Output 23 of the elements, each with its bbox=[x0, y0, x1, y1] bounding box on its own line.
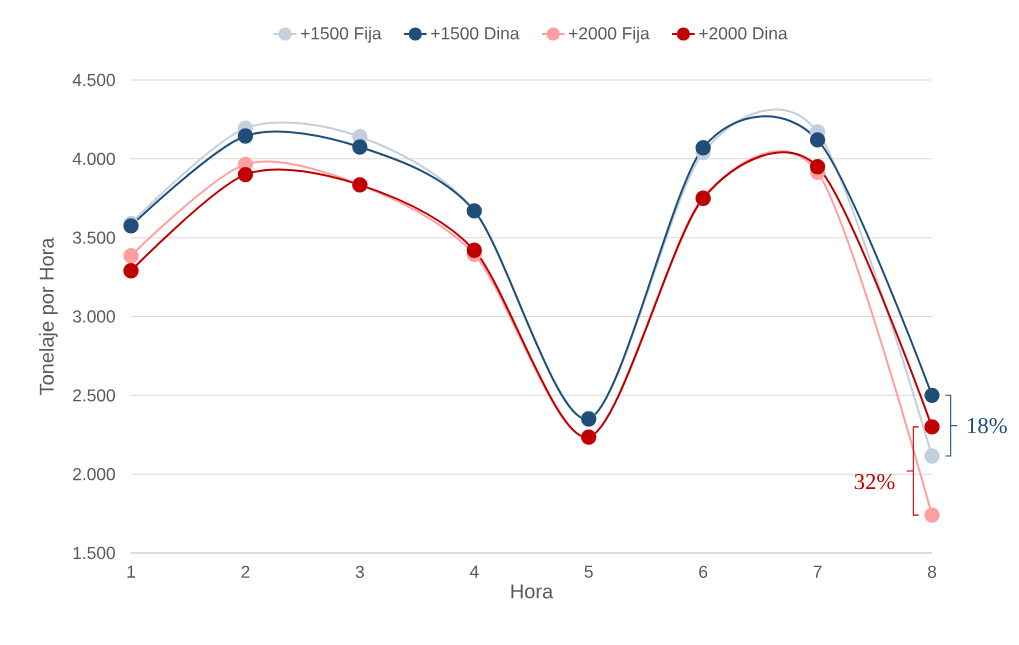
annotation: 32% bbox=[854, 473, 895, 490]
x-tick-label: 2 bbox=[241, 565, 250, 578]
text: 18% bbox=[968, 417, 1007, 434]
y-tick-label: 3.000 bbox=[72, 310, 115, 323]
y-tick-label: 4.000 bbox=[72, 152, 115, 165]
y-tick-label: 1.500 bbox=[73, 546, 115, 560]
x-axis-title: Hora bbox=[511, 584, 554, 599]
y-axis-title: Tonelaje por Hora bbox=[39, 237, 58, 395]
x-tick-label: 7 bbox=[813, 565, 822, 578]
y-tick-label: 2.500 bbox=[73, 389, 115, 402]
y-tick-label: 3.500 bbox=[72, 231, 115, 244]
x-tick-label: 4 bbox=[469, 565, 479, 578]
x-tick-label: 6 bbox=[699, 565, 708, 578]
legend-label: +1500 Dina bbox=[431, 26, 520, 40]
x-tick-label: 5 bbox=[584, 565, 593, 578]
y-tick-label: 2.000 bbox=[73, 468, 115, 481]
x-tick-label: 8 bbox=[927, 565, 937, 578]
legend-label: +2000 Fija bbox=[569, 26, 650, 43]
x-tick-label: 3 bbox=[355, 565, 364, 578]
x-tick-label: 1 bbox=[127, 565, 135, 578]
y-tick-label: 4.500 bbox=[72, 73, 115, 87]
legend-label: +1500 Fija bbox=[301, 26, 382, 43]
legend-label: +2000 Dina bbox=[699, 26, 788, 40]
